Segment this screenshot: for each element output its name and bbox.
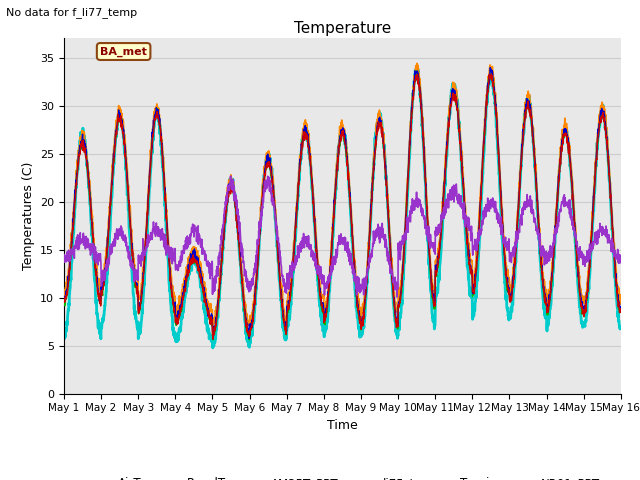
Line: li75_t: li75_t [64,63,621,326]
X-axis label: Time: Time [327,419,358,432]
PanelT [584,287,591,293]
li75_t [617,301,625,307]
li75_t [371,143,379,148]
Tsonic [393,294,401,300]
PanelT [245,336,253,341]
Tsonic [617,255,625,261]
PanelT [371,147,379,153]
Text: BA_met: BA_met [100,47,147,57]
Tsonic [60,254,68,260]
AM25T_PRT [617,308,625,314]
Tsonic [371,231,379,237]
AirT [209,336,217,342]
li75_t [216,275,223,281]
AirT [505,291,513,297]
NR01_PRT [568,185,576,191]
PanelT [617,304,625,310]
AM25T_PRT [371,149,379,155]
AM25T_PRT [568,183,576,189]
Line: AirT: AirT [64,74,621,339]
AirT [568,185,576,191]
Tsonic [216,255,223,261]
AirT [60,299,68,304]
Text: No data for f_li77_temp: No data for f_li77_temp [6,7,138,18]
AirT [371,153,379,158]
AirT [488,71,495,77]
Line: Tsonic: Tsonic [64,176,621,297]
PanelT [359,314,367,320]
NR01_PRT [617,324,625,330]
NR01_PRT [505,312,513,318]
AirT [216,283,223,289]
PanelT [60,296,68,302]
NR01_PRT [584,299,591,305]
li75_t [282,324,290,329]
NR01_PRT [359,329,367,335]
Tsonic [359,276,367,282]
Line: PanelT: PanelT [64,68,621,338]
PanelT [216,288,223,294]
Tsonic [505,247,513,252]
li75_t [505,276,513,282]
Title: Temperature: Temperature [294,21,391,36]
PanelT [568,179,576,184]
li75_t [584,276,591,282]
AirT [617,308,625,313]
NR01_PRT [60,336,68,341]
AM25T_PRT [413,68,420,74]
Tsonic [568,222,576,228]
NR01_PRT [413,64,421,70]
NR01_PRT [216,294,223,300]
Tsonic [227,173,234,179]
Tsonic [584,252,591,258]
NR01_PRT [371,146,379,152]
PanelT [486,65,494,71]
AirT [584,287,591,293]
AM25T_PRT [505,291,513,297]
li75_t [60,288,68,294]
AM25T_PRT [359,317,367,323]
PanelT [505,287,513,292]
Y-axis label: Temperatures (C): Temperatures (C) [22,162,35,270]
AM25T_PRT [584,290,591,296]
AM25T_PRT [60,302,68,308]
AirT [359,317,367,323]
Line: NR01_PRT: NR01_PRT [64,67,621,348]
AM25T_PRT [246,337,253,343]
Legend: AirT, PanelT, AM25T_PRT, li75_t, Tsonic, NR01_PRT: AirT, PanelT, AM25T_PRT, li75_t, Tsonic,… [80,472,605,480]
li75_t [413,60,421,66]
Line: AM25T_PRT: AM25T_PRT [64,71,621,340]
AM25T_PRT [216,291,223,297]
li75_t [568,176,576,181]
NR01_PRT [209,345,217,351]
li75_t [359,301,367,307]
